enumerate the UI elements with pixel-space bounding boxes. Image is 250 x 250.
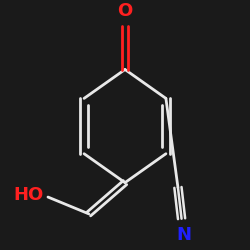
Text: HO: HO <box>13 186 43 204</box>
Text: O: O <box>118 2 132 20</box>
Text: N: N <box>176 226 192 244</box>
